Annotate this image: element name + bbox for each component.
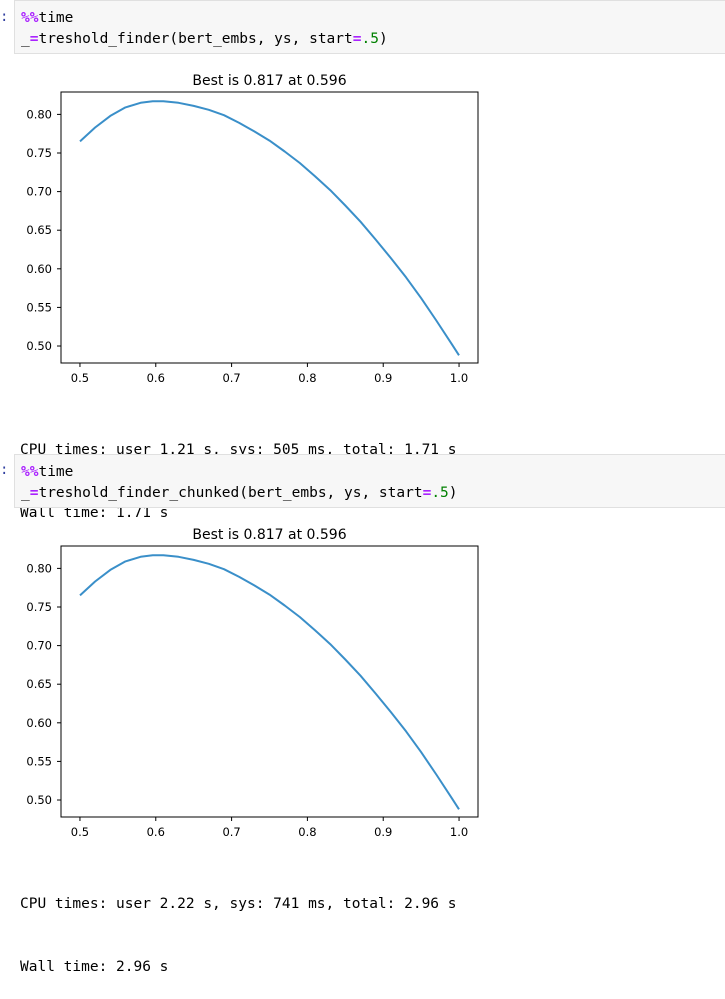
number-literal: .5: [431, 485, 449, 501]
func-call: treshold_finder(bert_embs, ys, start: [38, 31, 353, 47]
y-tick-label: 0.75: [26, 146, 52, 160]
x-tick-label: 0.9: [374, 371, 392, 385]
y-tick-label: 0.50: [26, 339, 52, 353]
x-tick-label: 1.0: [450, 825, 468, 839]
y-tick-label: 0.70: [26, 639, 52, 653]
threshold-plot: Best is 0.817 at 0.596 0.5 0.6 0.7 0.8 0.9 1.0…: [26, 73, 479, 385]
y-tick-label: 0.80: [26, 107, 52, 121]
y-tick-label: 0.60: [26, 262, 52, 276]
plot-frame: [60, 91, 479, 364]
cell-prompt: :: [0, 462, 9, 478]
var-name: _: [21, 31, 30, 47]
y-tick-label: 0.70: [26, 185, 52, 199]
x-tick-label: 0.6: [147, 825, 165, 839]
close-paren: ): [448, 485, 458, 501]
code-line-call: _=treshold_finder(bert_embs, ys, start=.…: [21, 29, 388, 49]
chart-title: Best is 0.817 at 0.596: [192, 527, 346, 543]
cell-prompt: :: [0, 9, 9, 25]
assign-op: =: [29, 31, 39, 47]
func-call: treshold_finder_chunked(bert_embs, ys, s…: [38, 485, 423, 501]
kwarg-op: =: [422, 485, 432, 501]
series-line: [79, 554, 460, 810]
code-line-magic: %%time: [21, 462, 73, 482]
magic-prefix: %%: [21, 10, 39, 26]
threshold-plot-chunked: Best is 0.817 at 0.596 0.5 0.6 0.7 0.8 0.9 1.0…: [26, 527, 479, 839]
x-tick-label: 0.9: [374, 825, 392, 839]
code-cell-2[interactable]: %%time _=treshold_finder_chunked(bert_em…: [14, 454, 725, 508]
y-tick-label: 0.65: [26, 677, 52, 691]
x-tick-label: 0.5: [71, 825, 89, 839]
x-tick-label: 0.7: [222, 825, 240, 839]
code-cell-1[interactable]: %%time _=treshold_finder(bert_embs, ys, …: [14, 0, 725, 54]
code-line-call: _=treshold_finder_chunked(bert_embs, ys,…: [21, 483, 458, 503]
x-tick-label: 0.8: [298, 371, 316, 385]
x-tick-label: 0.5: [71, 371, 89, 385]
y-tick-label: 0.50: [26, 793, 52, 807]
magic-prefix: %%: [21, 464, 39, 480]
cell-output: CPU times: user 2.22 s, sys: 741 ms, tot…: [20, 852, 457, 999]
series-line: [79, 100, 460, 356]
code-line-magic: %%time: [21, 8, 73, 28]
x-tick-label: 0.7: [222, 371, 240, 385]
close-paren: ): [378, 31, 388, 47]
assign-op: =: [29, 485, 39, 501]
x-tick-label: 0.8: [298, 825, 316, 839]
y-tick-label: 0.55: [26, 754, 52, 768]
kwarg-op: =: [352, 31, 362, 47]
y-tick-label: 0.60: [26, 716, 52, 730]
x-tick-label: 0.6: [147, 371, 165, 385]
y-tick-label: 0.80: [26, 561, 52, 575]
x-tick-label: 1.0: [450, 371, 468, 385]
y-tick-label: 0.55: [26, 300, 52, 314]
var-name: _: [21, 485, 30, 501]
magic-name: time: [38, 464, 74, 480]
number-literal: .5: [361, 31, 379, 47]
y-tick-label: 0.65: [26, 223, 52, 237]
plot-frame: [60, 545, 479, 818]
magic-name: time: [38, 10, 74, 26]
wall-time-text: Wall time: 2.96 s: [20, 959, 169, 975]
chart-title: Best is 0.817 at 0.596: [192, 73, 346, 89]
y-tick-label: 0.75: [26, 600, 52, 614]
wall-time-text: Wall time: 1.71 s: [20, 505, 169, 521]
